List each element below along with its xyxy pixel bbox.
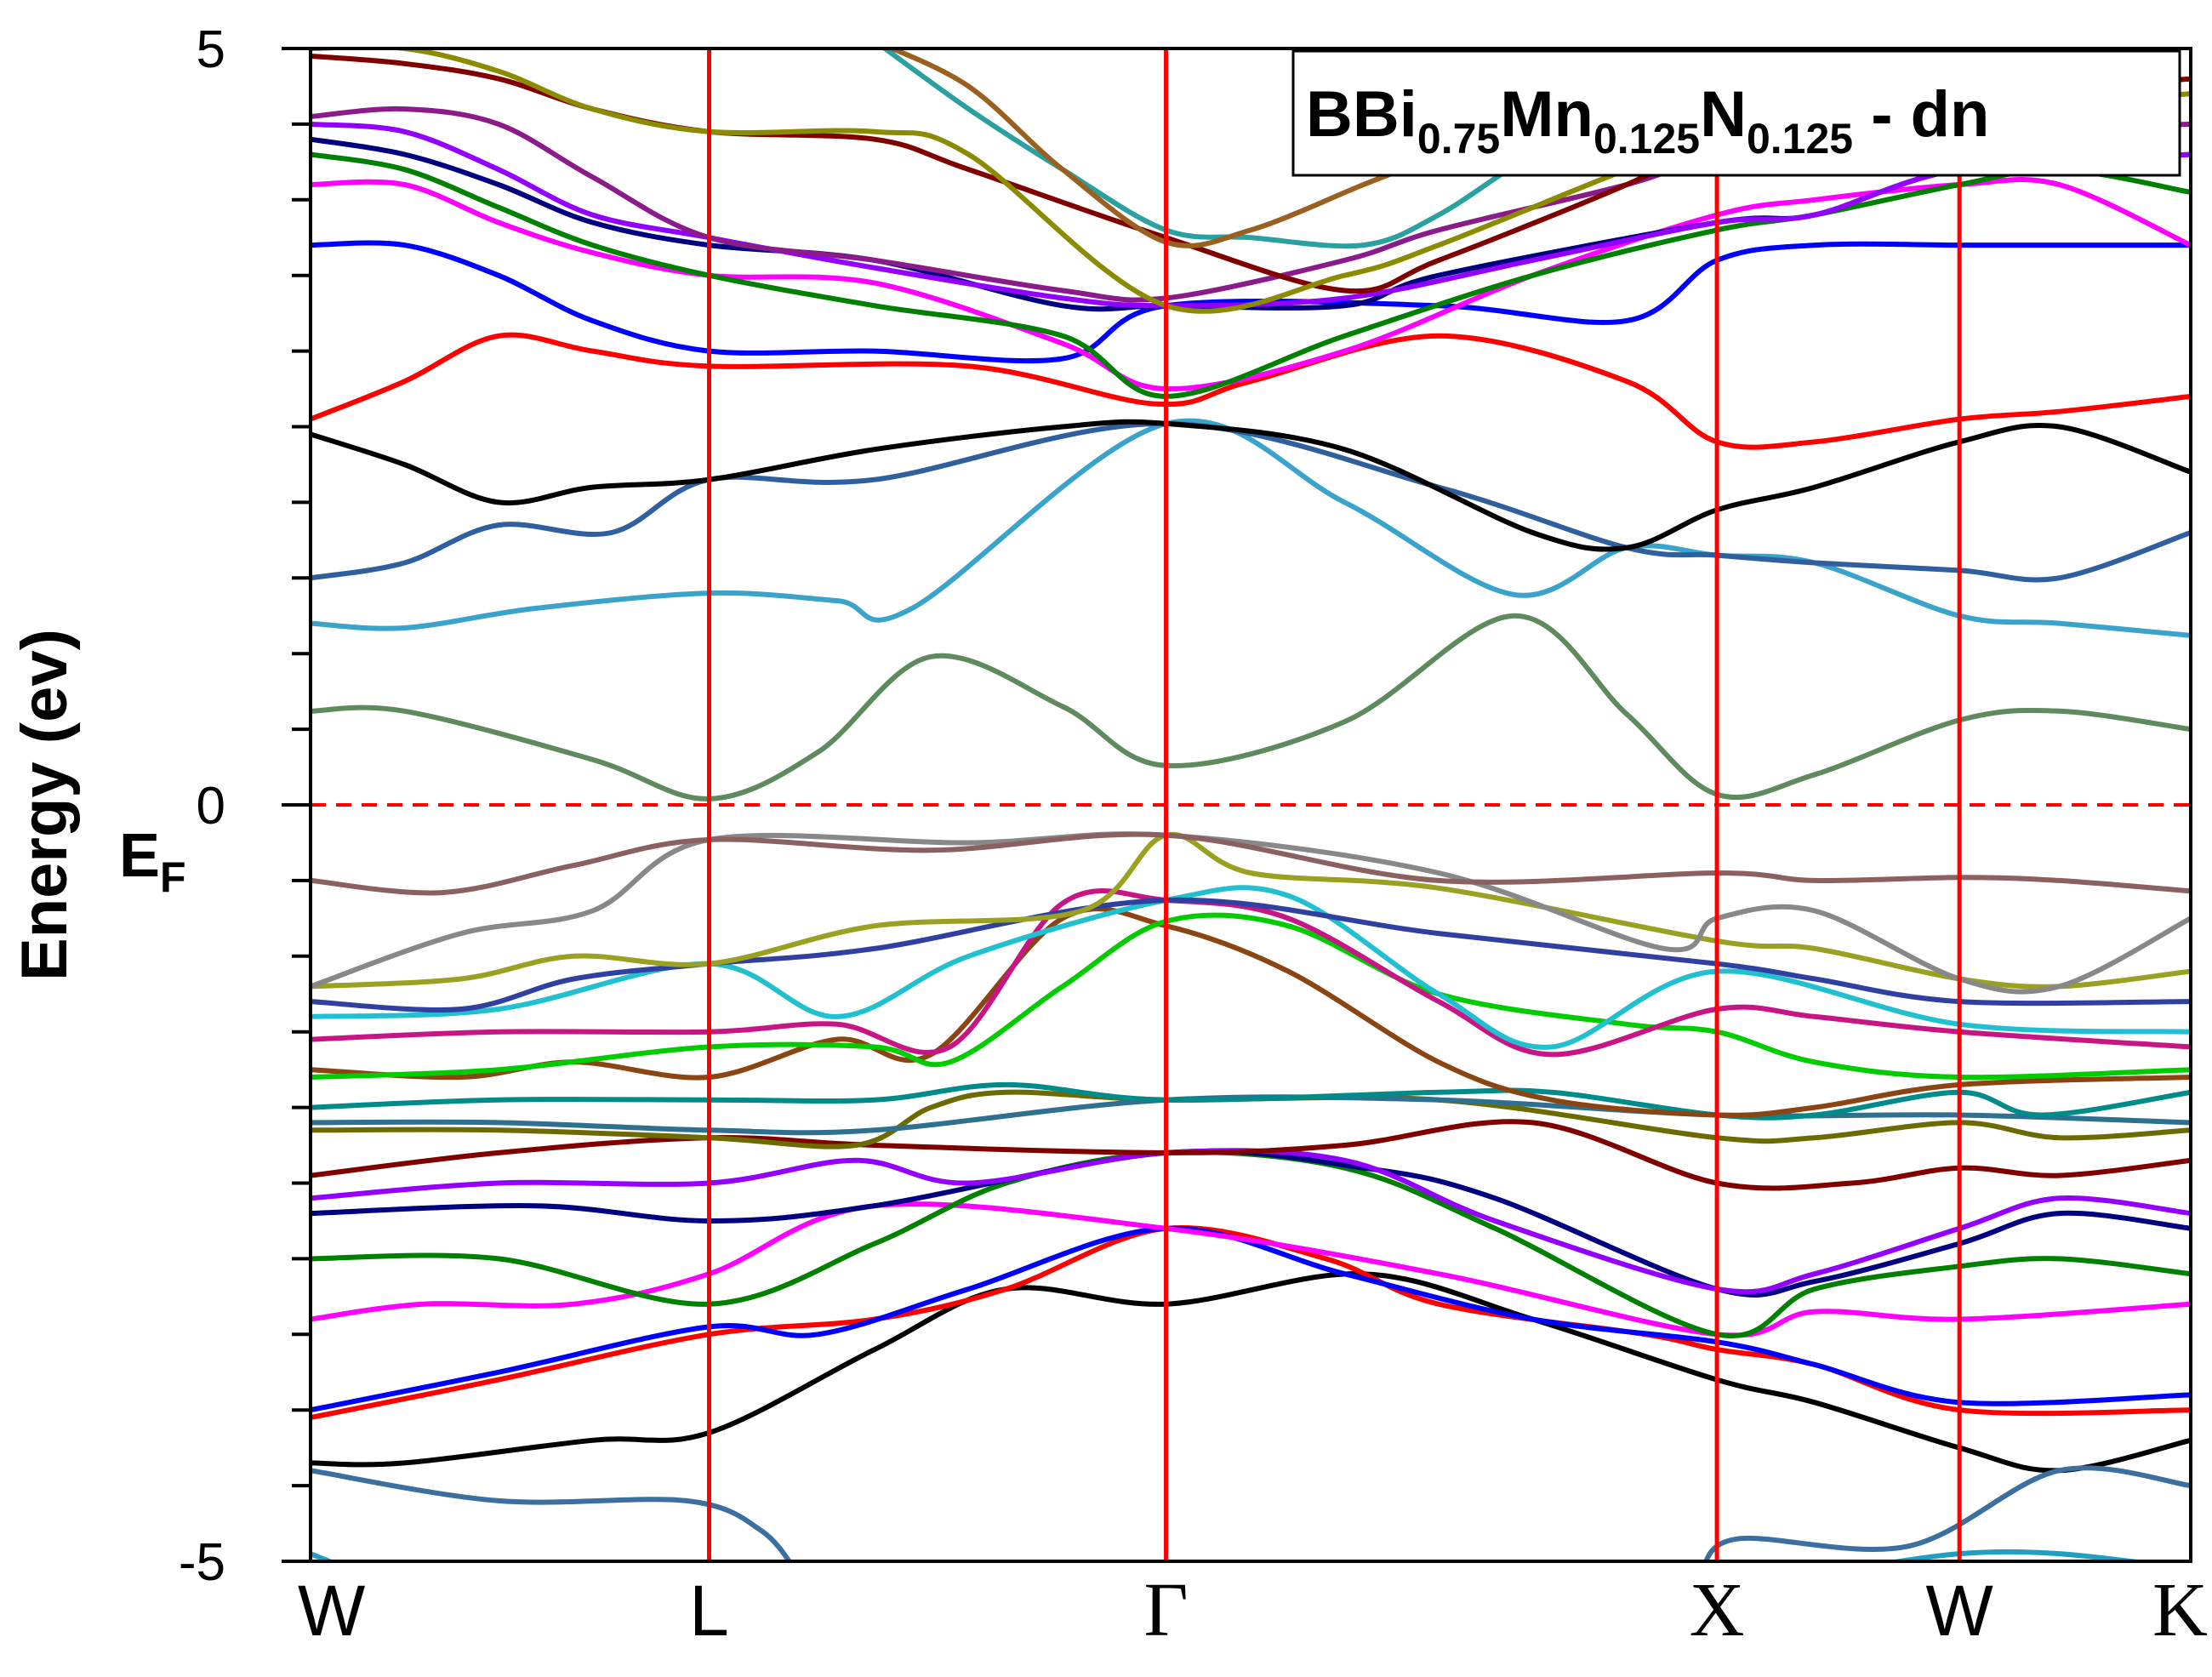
k-point-label-3: Γ: [1144, 1568, 1189, 1652]
title-part-6: 0.125: [1747, 115, 1853, 163]
title-part-5: N: [1700, 78, 1747, 151]
band-line-1: [311, 1468, 793, 1561]
band-line-24: [311, 419, 2191, 552]
band-line-28: [311, 151, 2191, 399]
band-line-13: [311, 906, 2191, 1118]
band-line-25: [311, 332, 2191, 450]
title-part-1: BBi: [1306, 78, 1417, 151]
band-line-18: [311, 831, 2191, 990]
band-line-12: [311, 1081, 2191, 1121]
title-part-2: 0.75: [1417, 115, 1500, 163]
band-line-38: [1883, 1549, 2152, 1561]
title-box-frame: [1291, 49, 2181, 177]
band-line-36: [1703, 1465, 2191, 1561]
band-line-22: [311, 418, 2191, 638]
chart-title: BBi0.75Mn0.125N0.125 - dn: [1306, 78, 1989, 163]
band-line-7: [311, 1149, 2191, 1298]
title-part-3: Mn: [1500, 78, 1593, 151]
band-line-26: [311, 240, 2191, 364]
k-point-label-4: X: [1690, 1568, 1745, 1652]
k-point-label-6: K: [2152, 1568, 2208, 1652]
band-line-5: [311, 1201, 2191, 1338]
band-line-8: [311, 1148, 2191, 1295]
y-axis-label: Energy (ev): [9, 629, 81, 981]
band-line-21: [311, 613, 2191, 801]
fermi-level-label: EF: [119, 822, 186, 901]
band-line-17: [311, 897, 2191, 1013]
k-point-label-5: W: [1926, 1571, 1993, 1651]
title-part-7: - dn: [1853, 78, 1989, 151]
band-line-20: [311, 831, 2191, 896]
title-part-4: 0.125: [1593, 115, 1700, 163]
y-ticks-group: 5 0 -5: [179, 20, 311, 1592]
band-line-9: [311, 1119, 2191, 1191]
band-line-23: [311, 420, 2191, 583]
fermi-label-main: E: [119, 822, 160, 890]
band-line-19: [311, 831, 2191, 995]
y-tick-label-2: 0: [197, 777, 225, 836]
y-tick-label-3: -5: [179, 1533, 225, 1592]
k-point-label-2: L: [689, 1571, 729, 1651]
y-tick-label-1: 5: [197, 20, 225, 79]
fermi-label-sub: F: [160, 853, 186, 901]
band-series-group: [311, 48, 2191, 1561]
chart-title-box: BBi0.75Mn0.125N0.125 - dn: [1291, 49, 2181, 177]
band-line-27: [311, 177, 2191, 392]
k-point-label-1: W: [298, 1571, 365, 1651]
band-line-37: [311, 1551, 337, 1561]
band-line-2: [311, 1271, 2191, 1474]
